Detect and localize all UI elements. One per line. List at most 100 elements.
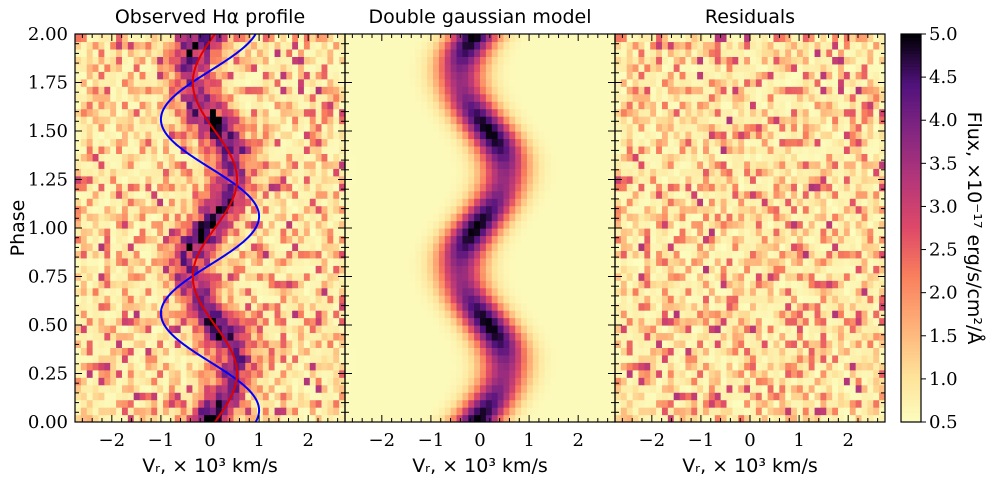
heatmap-cell [480,131,487,140]
heatmap-cell [309,56,317,65]
heatmap-cell [562,384,569,393]
heatmap-cell [474,235,481,244]
heatmap-cell [251,168,258,177]
heatmap-cell [309,339,317,348]
heatmap-cell [703,384,710,393]
heatmap-cell [239,369,246,378]
heatmap-cell [368,160,375,169]
heatmap-cell [286,34,293,43]
heatmap-cell [127,302,135,311]
heatmap-cell [685,407,692,416]
heatmap-cell [221,213,229,222]
heatmap-cell [133,168,141,177]
heatmap-cell [403,101,411,110]
heatmap-cell [526,153,534,162]
heatmap-cell [251,384,258,393]
heatmap-cell [186,317,193,326]
heatmap-cell [538,93,546,102]
heatmap-cell [163,175,170,184]
heatmap-cell [368,377,375,386]
heatmap-cell [427,145,434,154]
heatmap-cell [679,384,687,393]
heatmap-cell [397,101,405,110]
heatmap-cell [127,310,135,319]
heatmap-cell [374,160,381,169]
heatmap-cell [427,354,434,363]
heatmap-cell [474,362,481,371]
heatmap-cell [345,392,352,401]
heatmap-cell [80,183,88,192]
heatmap-cell [274,272,282,281]
heatmap-cell [391,198,399,207]
heatmap-cell [573,108,581,117]
heatmap-cell [286,213,293,222]
heatmap-cell [391,116,399,125]
heatmap-cell [256,295,264,304]
heatmap-cell [585,339,593,348]
heatmap-cell [98,265,105,274]
heatmap-cell [480,384,487,393]
heatmap-cell [456,205,463,214]
heatmap-cell [538,108,546,117]
heatmap-cell [233,302,240,311]
heatmap-cell [403,63,411,72]
heatmap-cell [333,257,340,266]
heatmap-cell [838,407,845,416]
heatmap-cell [450,63,458,72]
heatmap-cell [333,242,340,251]
heatmap-cell [456,86,463,95]
heatmap-cell [415,160,422,169]
heatmap-cell [568,108,575,117]
heatmap-cell [98,310,105,319]
heatmap-cell [550,265,557,274]
heatmap-cell [521,190,528,199]
heatmap-cell [556,280,563,289]
heatmap-cell [474,183,481,192]
heatmap-cell [750,407,757,416]
heatmap-cell [221,295,229,304]
heatmap-cell [256,384,264,393]
heatmap-cell [438,339,446,348]
heatmap-cell [315,138,323,147]
heatmap-cell [497,198,505,207]
heatmap-cell [374,332,381,341]
heatmap-cell [151,250,158,259]
heatmap-cell [233,145,240,154]
heatmap-cell [286,295,293,304]
heatmap-cell [204,153,211,162]
heatmap-cell [380,175,387,184]
heatmap-cell [474,280,481,289]
heatmap-cell [491,265,499,274]
heatmap-cell [368,183,375,192]
heatmap-cell [468,71,475,80]
heatmap-cell [391,145,399,154]
heatmap-cell [603,190,610,199]
heatmap-cell [215,205,223,214]
heatmap-cell [532,399,540,408]
heatmap-cell [403,384,411,393]
heatmap-cell [433,302,440,311]
heatmap-cell [491,131,499,140]
heatmap-cell [116,93,123,102]
heatmap-cell [174,228,182,237]
heatmap-cell [303,48,311,57]
heatmap-cell [597,280,604,289]
heatmap-cell [151,123,158,132]
heatmap-cell [380,183,387,192]
heatmap-cell [556,175,563,184]
heatmap-cell [468,86,475,95]
heatmap-cell [251,220,258,229]
heatmap-cell [550,175,557,184]
heatmap-cell [480,392,487,401]
heatmap-cell [515,354,522,363]
heatmap-cell [468,287,475,296]
heatmap-cell [262,228,270,237]
heatmap-cell [350,362,358,371]
heatmap-cell [251,78,258,87]
heatmap-cell [609,377,615,386]
heatmap-cell [415,138,422,147]
heatmap-cell [198,56,205,65]
heatmap-cell [480,407,487,416]
heatmap-cell [521,317,528,326]
heatmap-cell [568,339,575,348]
